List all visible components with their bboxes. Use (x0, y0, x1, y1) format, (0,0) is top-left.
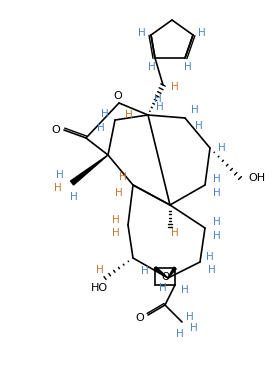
Text: H: H (206, 252, 214, 262)
Text: H: H (148, 62, 156, 72)
Text: H: H (213, 188, 221, 198)
Text: H: H (112, 228, 120, 238)
Text: H: H (190, 323, 198, 333)
Text: H: H (181, 285, 189, 295)
Text: H: H (213, 174, 221, 184)
Text: O: O (161, 272, 169, 282)
Text: HO: HO (91, 283, 108, 293)
Text: H: H (112, 215, 120, 225)
Text: H: H (195, 121, 203, 131)
Text: H: H (156, 102, 164, 112)
Text: H: H (119, 172, 127, 182)
Text: H: H (208, 265, 216, 275)
Text: H: H (70, 192, 78, 202)
Text: H: H (198, 28, 206, 38)
Polygon shape (70, 155, 108, 185)
Text: H: H (115, 188, 123, 198)
Polygon shape (168, 267, 176, 278)
Text: H: H (101, 109, 109, 119)
Text: H: H (154, 94, 162, 104)
Text: O: O (136, 313, 144, 323)
Text: OH: OH (248, 173, 265, 183)
Text: H: H (159, 283, 167, 293)
Text: H: H (171, 228, 179, 238)
Text: H: H (138, 28, 146, 38)
Text: H: H (171, 82, 179, 92)
Text: H: H (191, 105, 199, 115)
Text: H: H (141, 266, 149, 276)
Text: H: H (97, 123, 105, 133)
Text: H: H (184, 62, 192, 72)
Text: H: H (218, 143, 226, 153)
Text: H: H (54, 183, 62, 193)
Polygon shape (154, 267, 168, 278)
Text: H: H (125, 110, 133, 120)
Text: H: H (213, 217, 221, 227)
Text: H: H (96, 265, 104, 275)
Text: H: H (56, 170, 64, 180)
Text: O: O (52, 125, 60, 135)
Text: H: H (176, 329, 184, 339)
Text: O: O (114, 91, 122, 101)
Text: H: H (213, 231, 221, 241)
Text: H: H (186, 312, 194, 322)
